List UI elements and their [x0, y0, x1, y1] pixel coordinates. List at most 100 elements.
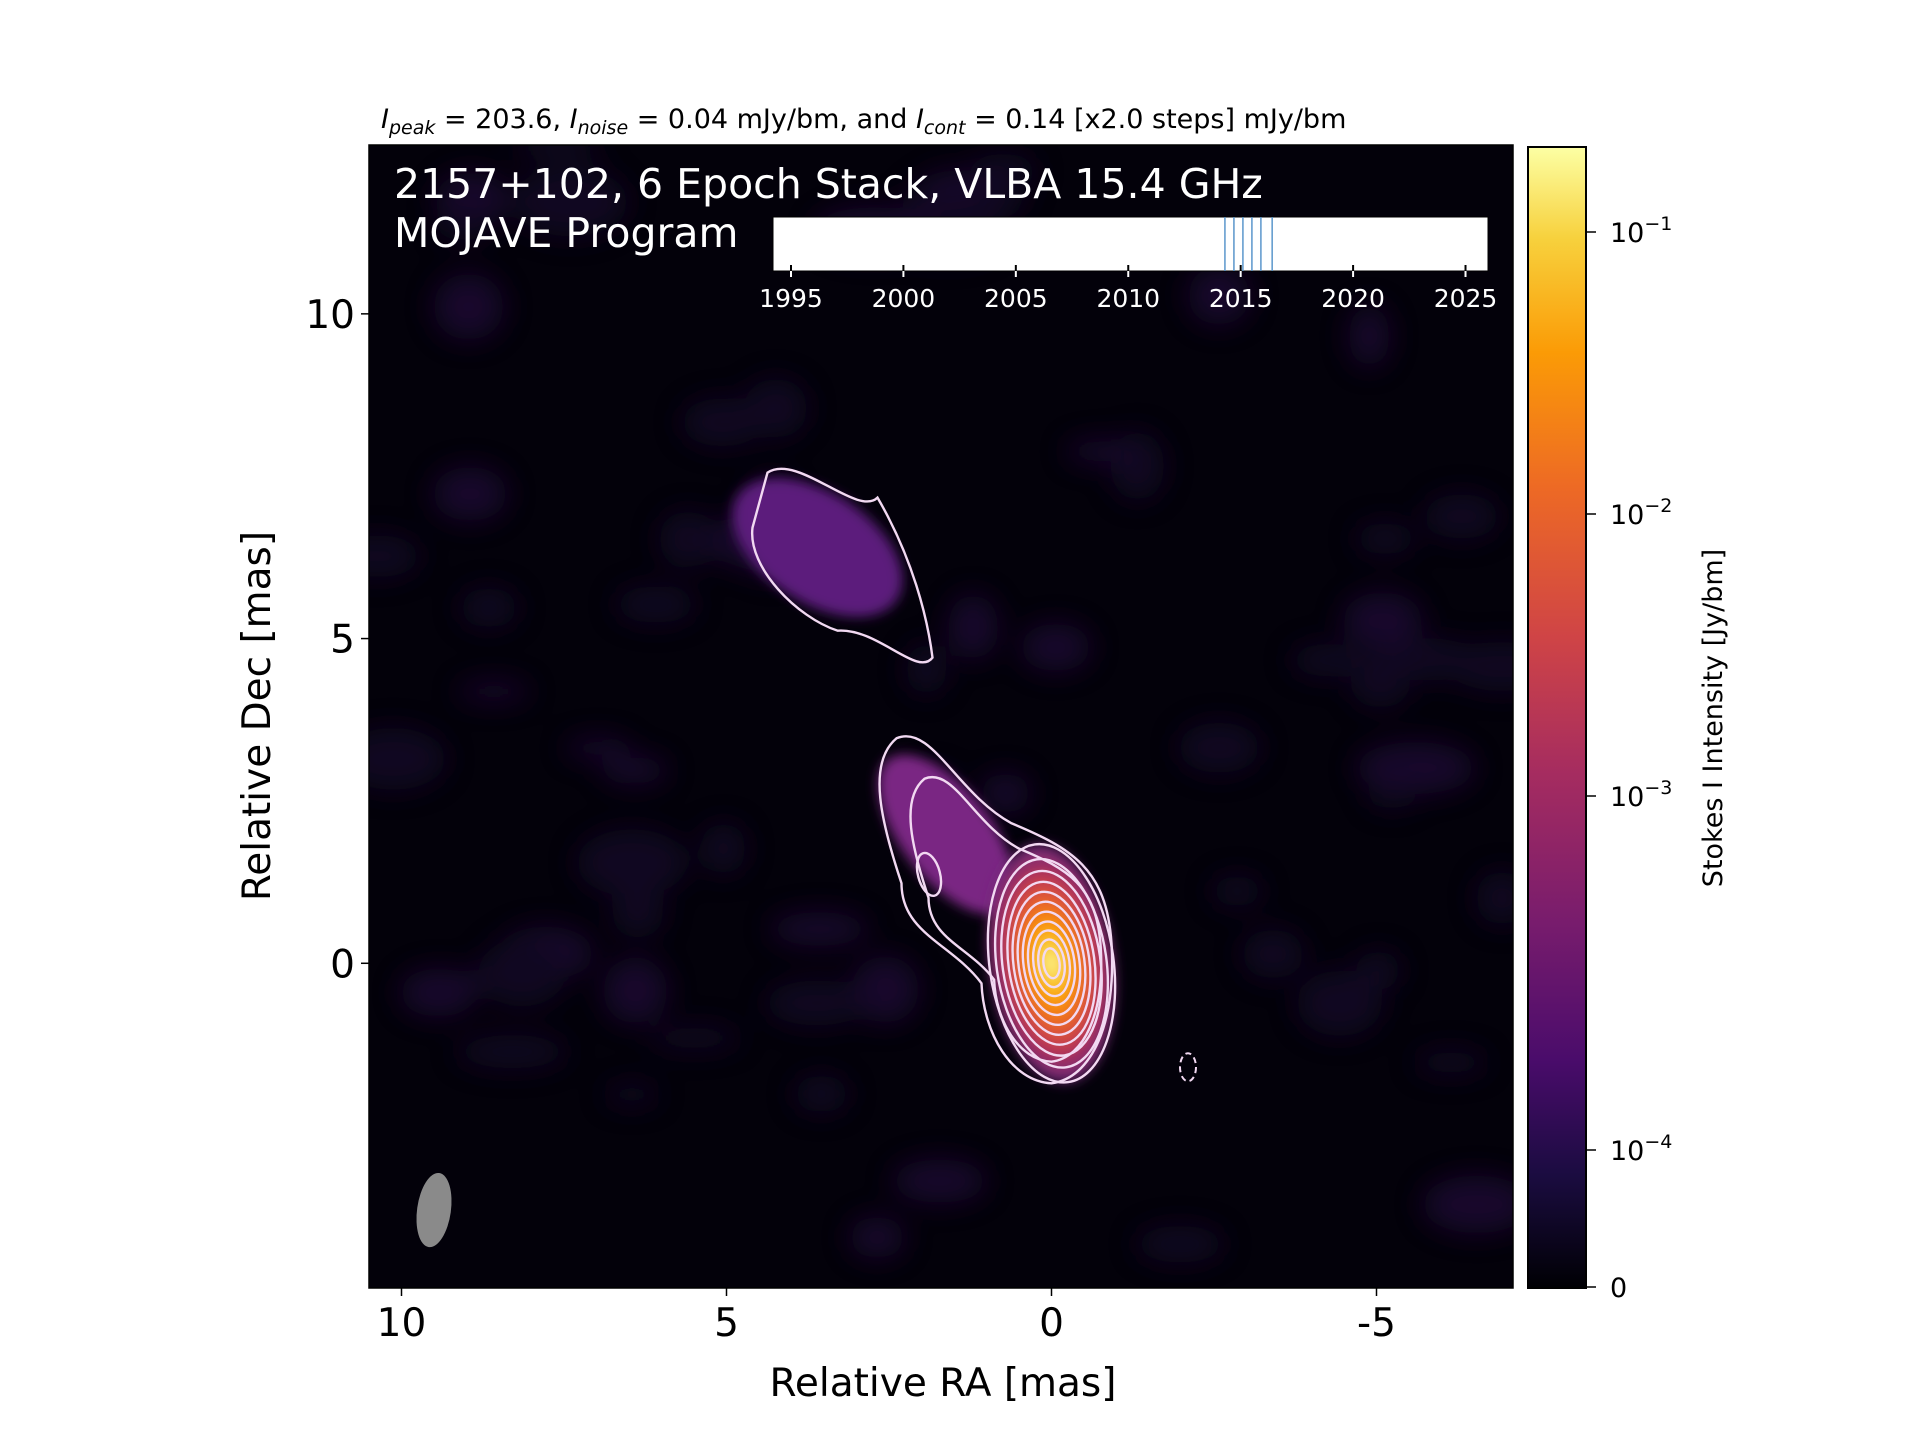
- noise-blob: [1290, 643, 1366, 677]
- noise-blob: [601, 756, 669, 785]
- colorbar-label: Stokes I Intensity [Jy/bm]: [1698, 549, 1729, 887]
- noise-subscript: noise: [578, 117, 629, 139]
- noise-blob: [433, 273, 504, 340]
- timeline-tick-label: 2015: [1209, 284, 1273, 313]
- noise-blob: [1349, 305, 1390, 368]
- noise-blob: [769, 912, 869, 946]
- noise-blob: [906, 643, 947, 695]
- noise-blob: [1296, 970, 1383, 1037]
- noise-blob: [1414, 1050, 1488, 1075]
- noise-blob: [794, 1075, 849, 1113]
- noise-blob: [369, 727, 447, 790]
- contour-negative: [1179, 1052, 1197, 1083]
- y-tick-label: 10: [305, 293, 355, 338]
- colorbar-tick-label: 10−1: [1610, 213, 1672, 249]
- noise-blob: [478, 938, 566, 1007]
- x-axis-ticks: 10 5 0 -5: [377, 1288, 1396, 1346]
- image-background: [369, 145, 1513, 1288]
- noise-blob: [603, 958, 668, 1024]
- cont-subscript: cont: [924, 117, 967, 139]
- noise-blob: [1422, 1175, 1513, 1234]
- noise-blob: [892, 1159, 987, 1203]
- x-tick-label: 0: [1039, 1301, 1064, 1346]
- peak-subscript: peak: [388, 117, 436, 139]
- noise-blob: [1188, 266, 1250, 325]
- noise-blob: [605, 1083, 659, 1106]
- contour-jet: [909, 775, 1103, 1063]
- chart-title: Ipeak = 203.6, Inoise = 0.04 mJy/bm, and…: [381, 104, 1346, 139]
- peak-symbol: I: [381, 104, 389, 135]
- colorbar-tick-label: 10−2: [1610, 495, 1672, 531]
- timeline-tick-label: 2025: [1434, 284, 1498, 313]
- cont-symbol: I: [916, 104, 924, 135]
- noise-blob: [565, 737, 631, 759]
- image-panel: [369, 145, 1513, 1288]
- contour-core: [1042, 947, 1061, 980]
- timeline-tick-label: 1995: [759, 284, 823, 313]
- colorbar-ticks: 10−1 10−2 10−3 10−4 0: [1586, 213, 1672, 1304]
- noise-blob: [611, 889, 665, 938]
- noise-blob: [980, 773, 1031, 813]
- jet-knot-outer: [732, 478, 903, 617]
- noise-blob: [1342, 592, 1423, 648]
- noise-blob: [1135, 1225, 1225, 1263]
- y-axis-ticks: 0 5 10: [305, 293, 369, 987]
- noise-blob: [1424, 494, 1500, 539]
- x-tick-label: 10: [377, 1301, 427, 1346]
- noise-blob: [576, 829, 688, 897]
- noise-blob: [457, 681, 531, 702]
- noise-blob: [1355, 522, 1416, 555]
- noise-blob: [948, 191, 1026, 220]
- noise-blob: [1065, 439, 1135, 464]
- noise-blob: [1475, 871, 1513, 925]
- timeline-tick-label: 2020: [1321, 284, 1385, 313]
- contour-core: [1026, 920, 1077, 1007]
- noise-blob: [648, 1026, 741, 1050]
- noise-blob: [1178, 722, 1261, 773]
- noise-blob: [851, 956, 919, 1023]
- timeline-tick-label: 2010: [1096, 284, 1160, 313]
- noise-blob: [400, 968, 477, 1017]
- colorbar-tick-label: 0: [1610, 1273, 1627, 1304]
- noise-blob: [432, 467, 508, 521]
- epoch-lines: [1224, 217, 1273, 271]
- jet-inner: [878, 754, 1015, 915]
- noise-blob: [436, 205, 492, 241]
- overlay-line1: 2157+102, 6 Epoch Stack, VLBA 15.4 GHz: [394, 160, 1263, 208]
- contour-core: [1011, 890, 1092, 1036]
- noise-symbol: I: [570, 104, 578, 135]
- contour-core: [1006, 880, 1097, 1046]
- y-axis-label: Relative Dec [mas]: [235, 531, 280, 901]
- colorbar-gradient: [1527, 146, 1587, 1289]
- contour-small-knot: [915, 851, 943, 898]
- timeline-tick-label: 2000: [872, 284, 936, 313]
- noise-blob: [456, 1035, 568, 1069]
- timeline-tick-label: 2005: [984, 284, 1048, 313]
- contour-outer-knot: [751, 467, 934, 664]
- noise-blob: [681, 398, 764, 447]
- epoch-timeline-ticks: 1995 2000 2005 2010 2015 2020 2025: [759, 265, 1497, 313]
- y-tick-label: 0: [330, 942, 355, 987]
- contour-core: [1037, 938, 1066, 989]
- noise-blob: [513, 167, 629, 237]
- noise-blob: [512, 145, 603, 159]
- noise-blob: [658, 511, 718, 568]
- overlay-line2: MOJAVE Program: [394, 209, 738, 257]
- contour-core: [1031, 929, 1072, 998]
- noise-blob: [1372, 638, 1482, 681]
- noise-blob: [1020, 623, 1091, 671]
- contour-set: [751, 467, 1197, 1085]
- beam-ellipse: [416, 1172, 452, 1248]
- noise-blob: [1355, 742, 1476, 794]
- x-axis-label: Relative RA [mas]: [770, 1361, 1117, 1406]
- x-tick-label: 5: [714, 1301, 739, 1346]
- noise-blob: [460, 588, 518, 628]
- colorbar-tick-label: 10−3: [1610, 777, 1672, 813]
- contour-core: [986, 842, 1117, 1084]
- y-tick-label: 5: [330, 618, 355, 663]
- noise-blob: [615, 586, 697, 623]
- cont-value: = 0.14 [x2.0 steps] mJy/bm: [965, 104, 1346, 135]
- noise-blob: [1211, 875, 1263, 907]
- colorbar: 10−1 10−2 10−3 10−4 0 Stokes I Intensity [Jy…: [1527, 146, 1729, 1304]
